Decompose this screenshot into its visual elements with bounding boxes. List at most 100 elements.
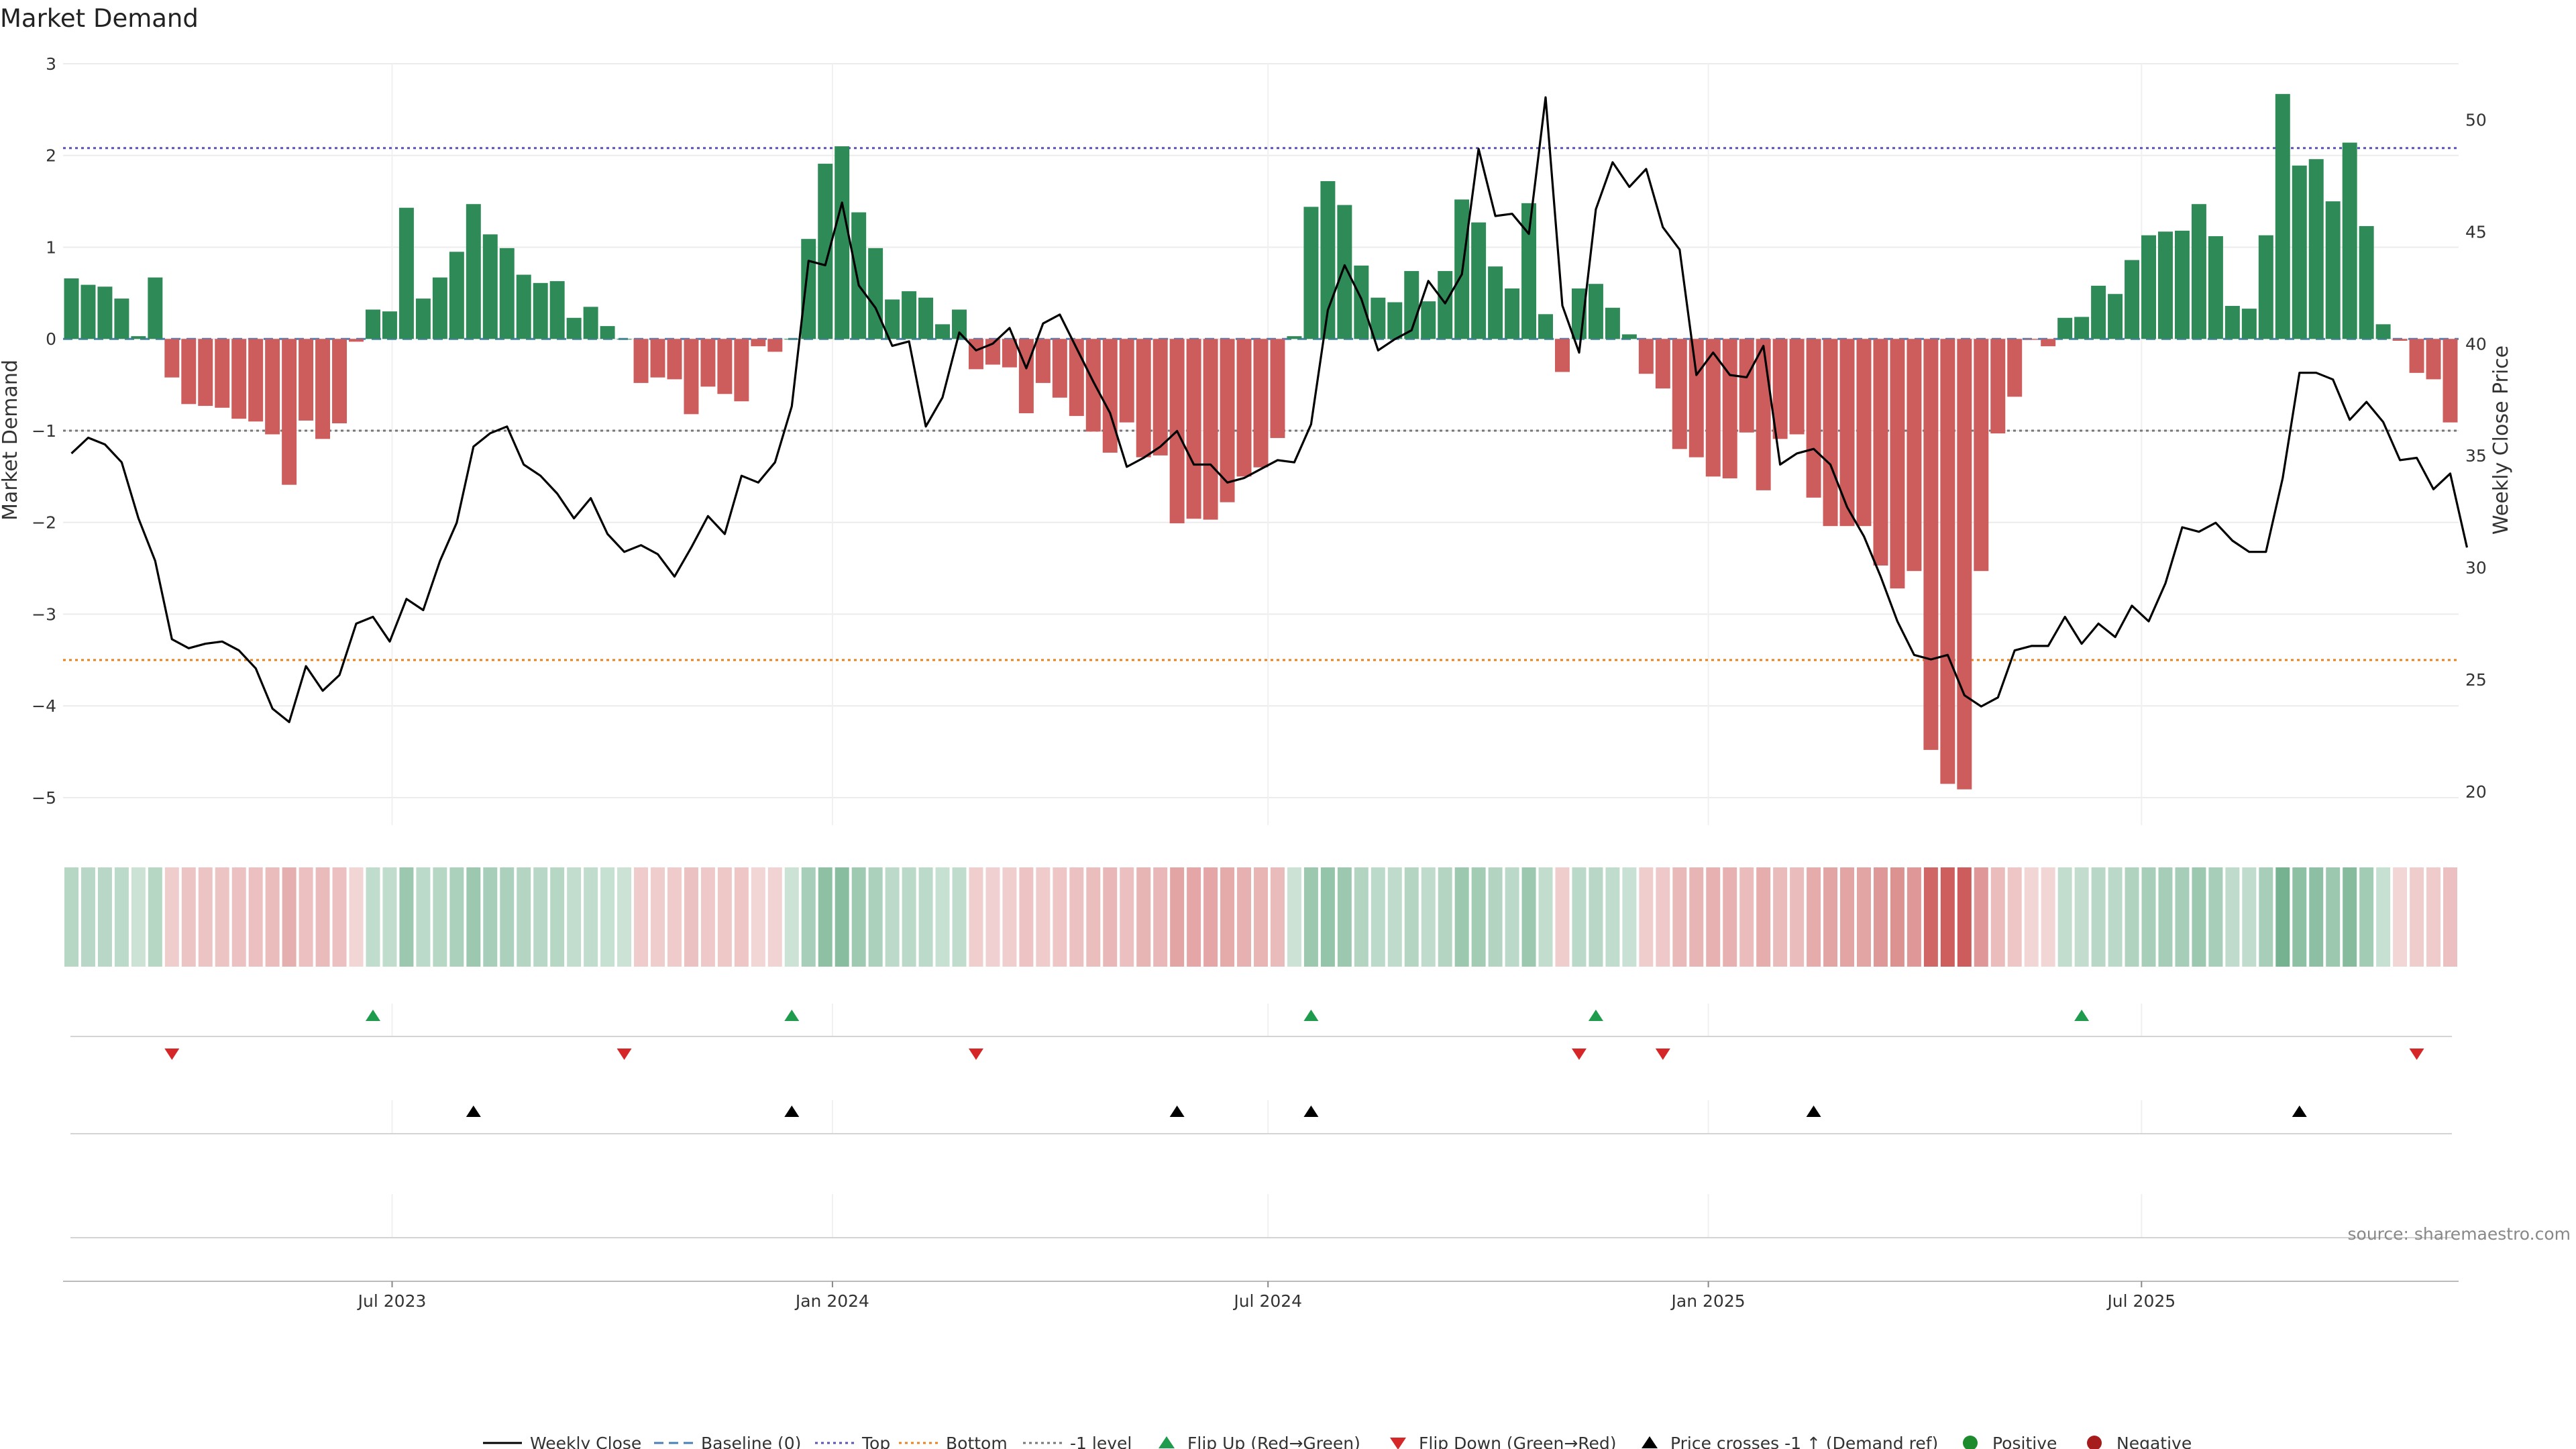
demand-bar <box>1621 334 1637 339</box>
demand-bar <box>2308 159 2324 339</box>
y2-tick-label: 20 <box>2465 782 2487 802</box>
legend-label: -1 level <box>1070 1434 1132 1449</box>
heat-cell <box>2141 867 2156 967</box>
heat-cell <box>1103 867 1118 967</box>
heat-cell <box>1488 867 1503 967</box>
heat-cell <box>315 867 330 967</box>
demand-bar <box>1438 271 1453 339</box>
legend-label: Top <box>861 1434 890 1449</box>
legend-label: Weekly Close <box>530 1434 641 1449</box>
heat-cell <box>1036 867 1051 967</box>
heat-cell <box>2292 867 2307 967</box>
demand-bar <box>1085 339 1101 432</box>
price-cross-marker <box>466 1106 481 1117</box>
demand-bar <box>2275 94 2290 339</box>
heat-cell <box>2275 867 2290 967</box>
legend-label: Price crosses -1 ↑ (Demand ref) <box>1670 1434 1938 1449</box>
heat-cell <box>164 867 179 967</box>
heat-cell <box>2410 867 2424 967</box>
legend-label: Negative <box>2116 1434 2192 1449</box>
x-tick-label: Jul 2025 <box>2106 1291 2176 1311</box>
heat-cell <box>2426 867 2441 967</box>
demand-bar <box>2443 339 2458 423</box>
heat-cell <box>2057 867 2072 967</box>
y-tick-label: 0 <box>46 329 56 349</box>
y2-tick-label: 30 <box>2465 558 2487 578</box>
heat-cell <box>399 867 414 967</box>
signal-marker-rows <box>70 1004 2452 1238</box>
heat-cell <box>1002 867 1017 967</box>
y-tick-label: −1 <box>32 421 56 441</box>
demand-bar <box>164 339 180 378</box>
demand-bar <box>114 299 129 339</box>
demand-bar <box>935 324 951 339</box>
heat-cell <box>567 867 582 967</box>
demand-bar <box>1974 339 1989 572</box>
heat-cell <box>1270 867 1285 967</box>
heat-cell <box>667 867 682 967</box>
demand-bar <box>1873 339 1888 566</box>
y-tick-label: −3 <box>32 604 56 624</box>
demand-bar <box>868 248 883 339</box>
demand-bar <box>801 239 816 339</box>
weekly-close-line <box>70 96 2469 724</box>
demand-bar <box>1253 339 1269 468</box>
demand-bar <box>1270 339 1285 438</box>
main-plot: 3 2 1 0 −1 −2 −3 −4 −5 50 45 40 35 30 25 20 <box>32 54 2487 825</box>
heat-cell <box>1069 867 1084 967</box>
demand-bar <box>533 282 548 339</box>
demand-bar <box>2108 294 2123 339</box>
legend-item: Bottom <box>899 1434 1008 1449</box>
demand-bar <box>2224 306 2240 339</box>
triangle-up-icon <box>1159 1436 1175 1448</box>
heat-cell <box>969 867 983 967</box>
demand-bar <box>215 339 230 408</box>
heat-cell <box>1790 867 1805 967</box>
demand-bar <box>2241 309 2257 339</box>
demand-bar <box>751 339 766 347</box>
heat-cell <box>1371 867 1385 967</box>
heat-cell <box>1823 867 1838 967</box>
heat-cell <box>382 867 397 967</box>
heat-cell <box>449 867 464 967</box>
price-cross-marker <box>2292 1106 2307 1117</box>
demand-heat-strip <box>64 867 2457 967</box>
heat-cell <box>801 867 816 967</box>
demand-bar <box>181 339 197 405</box>
heat-cell <box>2443 867 2457 967</box>
legend-label: Baseline (0) <box>701 1434 801 1449</box>
legend-item: Top <box>815 1434 890 1449</box>
price-cross-marker <box>784 1106 800 1117</box>
demand-bar <box>2409 339 2424 373</box>
demand-bar <box>1739 339 1754 433</box>
heat-cell <box>700 867 715 967</box>
heat-cell <box>97 867 112 967</box>
demand-bar <box>2208 236 2223 339</box>
heat-cell <box>2359 867 2374 967</box>
heat-cell <box>2309 867 2324 967</box>
demand-bar <box>1102 339 1118 453</box>
demand-bar <box>1538 314 1554 339</box>
demand-bar <box>1152 339 1168 455</box>
demand-bar <box>499 248 515 339</box>
heat-cell <box>198 867 213 967</box>
heat-cell <box>1605 867 1620 967</box>
heat-cell <box>2175 867 2190 967</box>
heat-cell <box>231 867 246 967</box>
heat-cell <box>1153 867 1168 967</box>
demand-bar <box>918 297 934 339</box>
y2-tick-label: 50 <box>2465 110 2487 129</box>
demand-bar <box>1069 339 1084 417</box>
demand-bar <box>299 339 314 421</box>
triangle-up-icon <box>1642 1436 1658 1448</box>
demand-bar <box>2158 231 2173 339</box>
heat-cell <box>2208 867 2223 967</box>
heat-cell <box>1136 867 1151 967</box>
heat-cell <box>818 867 833 967</box>
demand-bar <box>1287 336 1302 339</box>
heat-cell <box>181 867 196 967</box>
price-cross-marker <box>1806 1106 1821 1117</box>
heat-cell <box>265 867 280 967</box>
heat-cell <box>751 867 765 967</box>
